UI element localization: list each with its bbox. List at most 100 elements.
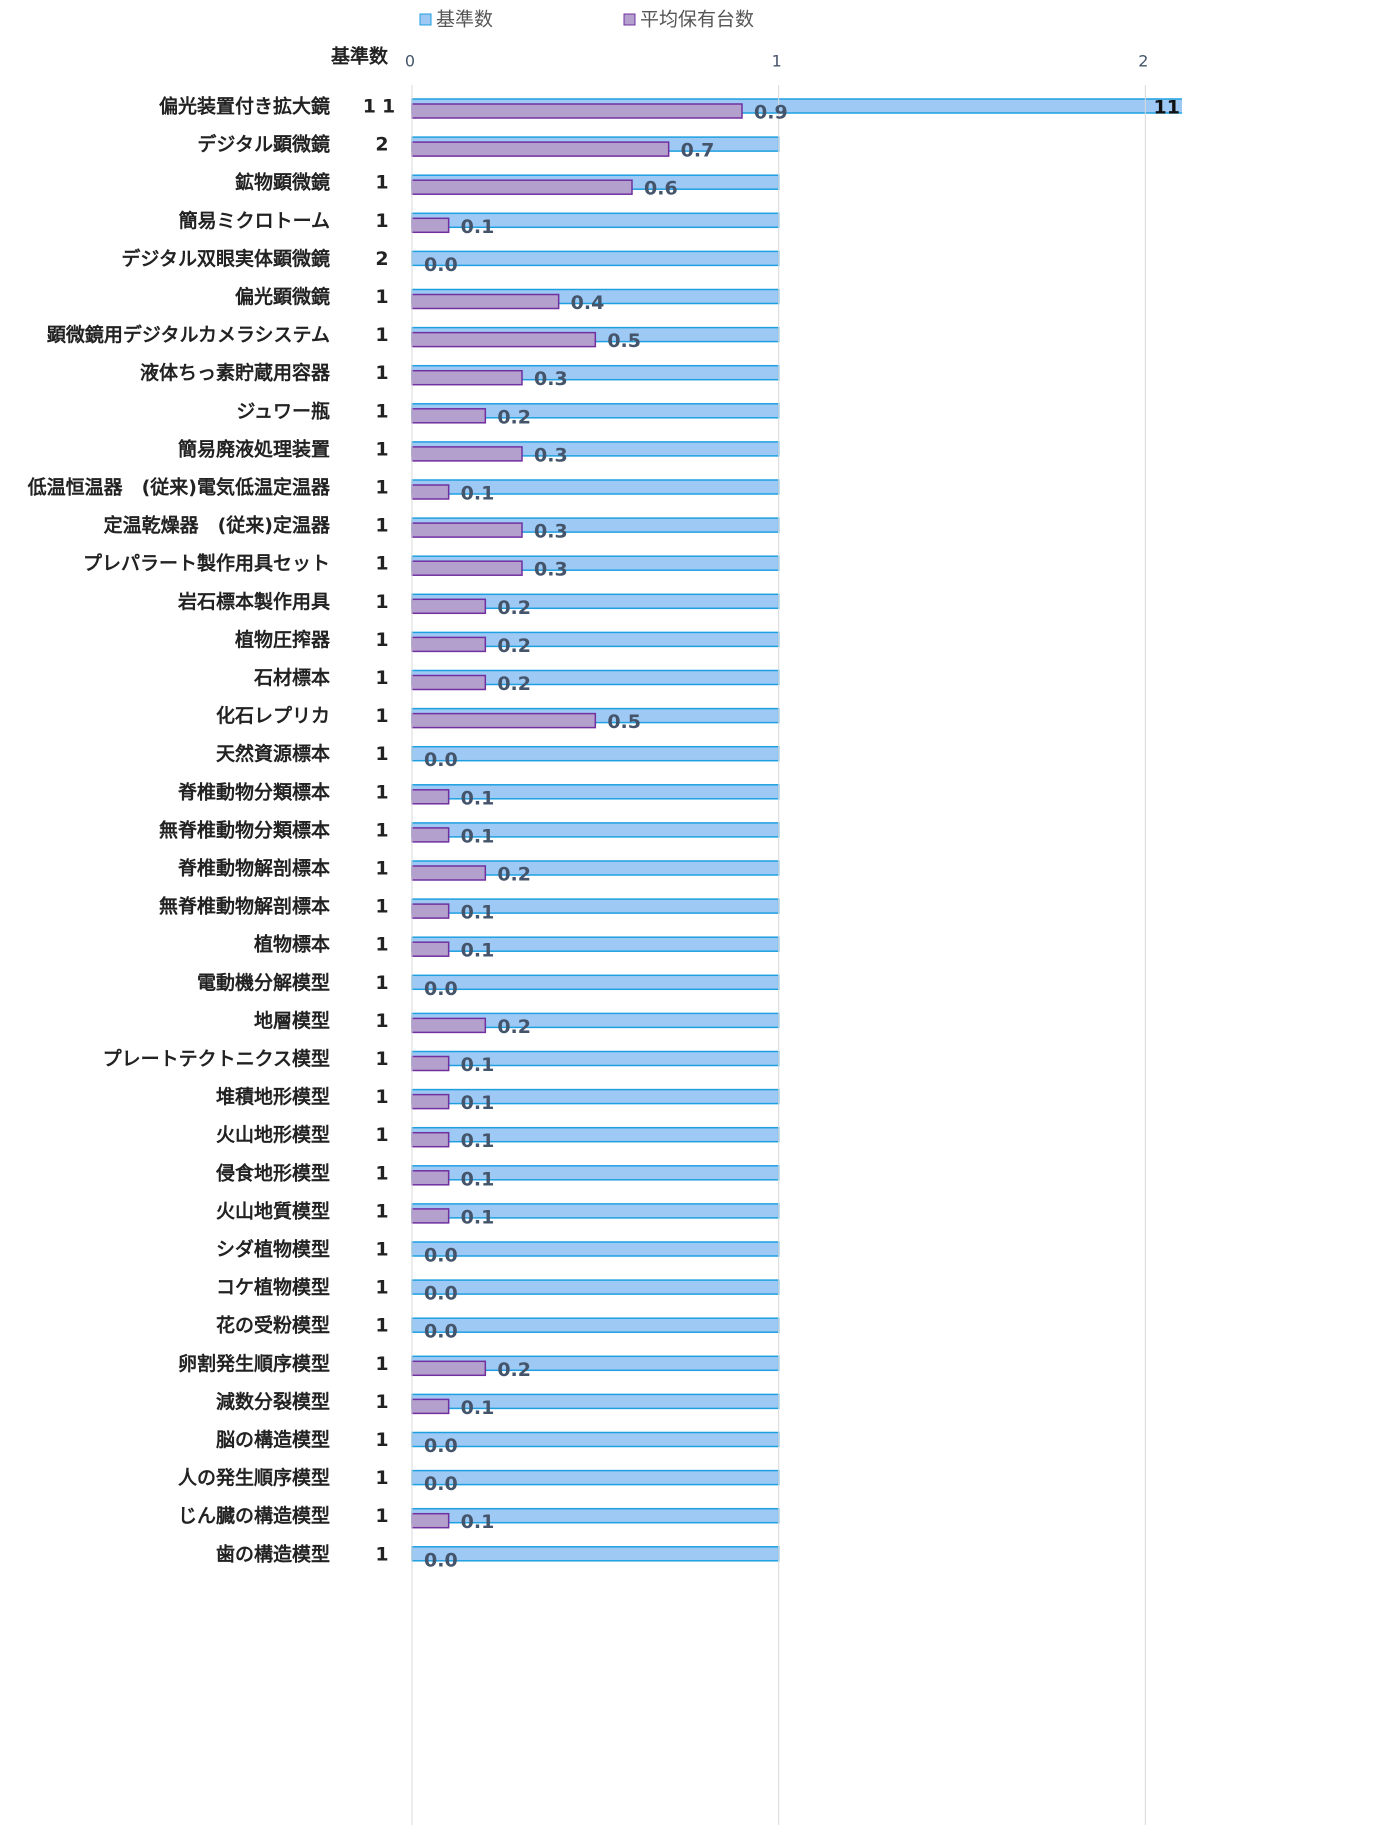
bar: [411, 331, 597, 348]
bar: [411, 179, 633, 195]
data-label: 11: [1154, 97, 1180, 119]
category-label: 花の受粉模型: [216, 1314, 330, 1337]
table-value: 1: [375, 1429, 388, 1451]
bar: [411, 827, 450, 843]
table-header: 基準数: [330, 45, 389, 68]
category-label: じん臓の構造模型: [178, 1504, 330, 1527]
data-label: 0.2: [497, 406, 531, 428]
category-label: 石材標本: [253, 666, 330, 689]
data-label: 0.1: [461, 483, 495, 505]
category-label: 岩石標本製作用具: [177, 590, 330, 613]
bar: [411, 1317, 780, 1333]
data-label: 0.7: [681, 140, 715, 162]
data-label: 0.1: [461, 902, 495, 924]
bar: [411, 674, 487, 691]
data-label: 0.2: [497, 864, 531, 886]
category-label: 化石レプリカ: [216, 704, 330, 727]
data-label: 0.6: [644, 178, 678, 200]
table-value: 1: [375, 1010, 388, 1032]
table-value: 1: [375, 1391, 388, 1413]
bar: [411, 1360, 487, 1377]
category-label: 植物圧搾器: [235, 628, 331, 651]
table-value: 1: [375, 972, 388, 994]
bar: [411, 522, 523, 538]
category-label: 無脊椎動物解剖標本: [159, 895, 330, 918]
bar: [411, 865, 487, 881]
data-label: 0.2: [497, 597, 531, 619]
bar: [411, 293, 560, 310]
data-label: 0.0: [424, 1549, 458, 1571]
bar: [411, 974, 780, 991]
bar: [411, 1469, 780, 1486]
table-value: 1: [375, 400, 388, 422]
data-label: 0.0: [424, 1473, 458, 1495]
category-label: 堆積地形模型: [216, 1085, 330, 1108]
data-label: 0.0: [424, 1245, 458, 1267]
table-value: 11: [363, 96, 401, 118]
bar: [411, 1131, 450, 1148]
table-value: 1: [375, 858, 388, 880]
table-value: 1: [375, 1277, 388, 1299]
category-label: 人の発生順序模型: [178, 1466, 330, 1489]
category-label: 簡易廃液処理装置: [178, 437, 330, 460]
table-value: 1: [375, 591, 388, 613]
category-label: 偏光装置付き拡大鏡: [159, 95, 330, 118]
data-label: 0.1: [461, 1168, 495, 1190]
table-value: 2: [375, 134, 388, 156]
category-label: 侵食地形模型: [215, 1161, 330, 1184]
table-value: 1: [375, 477, 388, 499]
table-value: 2: [375, 248, 388, 270]
table-value: 1: [375, 743, 388, 765]
x-tick-label: 2: [1138, 52, 1148, 71]
table-value: 1: [375, 210, 388, 232]
data-label: 0.0: [424, 1435, 458, 1457]
table-value: 1: [375, 629, 388, 651]
bar: [411, 903, 450, 919]
bar: [411, 636, 487, 653]
data-label: 0.2: [497, 635, 531, 657]
table-value: 1: [375, 1505, 388, 1527]
data-label: 0.0: [424, 978, 458, 1000]
bar: [411, 250, 780, 267]
bar: [411, 1241, 780, 1257]
data-label: 0.2: [497, 673, 531, 695]
category-label: 減数分裂模型: [216, 1390, 330, 1413]
category-label: 脳の構造模型: [215, 1428, 330, 1451]
legend-swatch: [419, 13, 432, 26]
bar: [411, 103, 743, 119]
category-label: 卵割発生順序模型: [178, 1352, 330, 1375]
legend-swatch: [623, 13, 636, 26]
data-label: 0.0: [424, 254, 458, 276]
category-label: 偏光顕微鏡: [235, 285, 330, 308]
bar: [411, 217, 450, 234]
data-label: 0.0: [424, 1321, 458, 1343]
table-value: 1: [375, 324, 388, 346]
category-label: 低温恒温器 (従来)電気低温定温器: [27, 476, 331, 499]
category-label: コケ植物模型: [216, 1276, 330, 1299]
data-label: 0.1: [461, 1130, 495, 1152]
table-value: 1: [375, 667, 388, 689]
category-label: 脊椎動物解剖標本: [177, 857, 330, 880]
category-label: 歯の構造模型: [216, 1542, 330, 1565]
table-value: 1: [375, 1315, 388, 1337]
table-value: 1: [375, 1200, 388, 1222]
category-label: プレートテクトニクス模型: [103, 1047, 330, 1070]
data-label: 0.1: [461, 1054, 495, 1076]
data-label: 0.4: [571, 292, 605, 314]
data-label: 0.3: [534, 521, 568, 543]
bar: [411, 598, 487, 615]
category-label: 植物標本: [254, 933, 330, 956]
bar: [411, 789, 450, 805]
bar: [411, 446, 523, 462]
data-label: 0.1: [461, 1092, 495, 1114]
table-value: 1: [375, 705, 388, 727]
table-value: 1: [375, 286, 388, 308]
table-value: 1: [375, 781, 388, 803]
bar: [411, 1546, 780, 1562]
legend-label: 基準数: [436, 9, 493, 31]
data-label: 0.1: [461, 1206, 495, 1228]
table-value: 1: [375, 1543, 388, 1565]
bar: [411, 712, 597, 729]
category-label: デジタル双眼実体顕微鏡: [121, 247, 330, 270]
